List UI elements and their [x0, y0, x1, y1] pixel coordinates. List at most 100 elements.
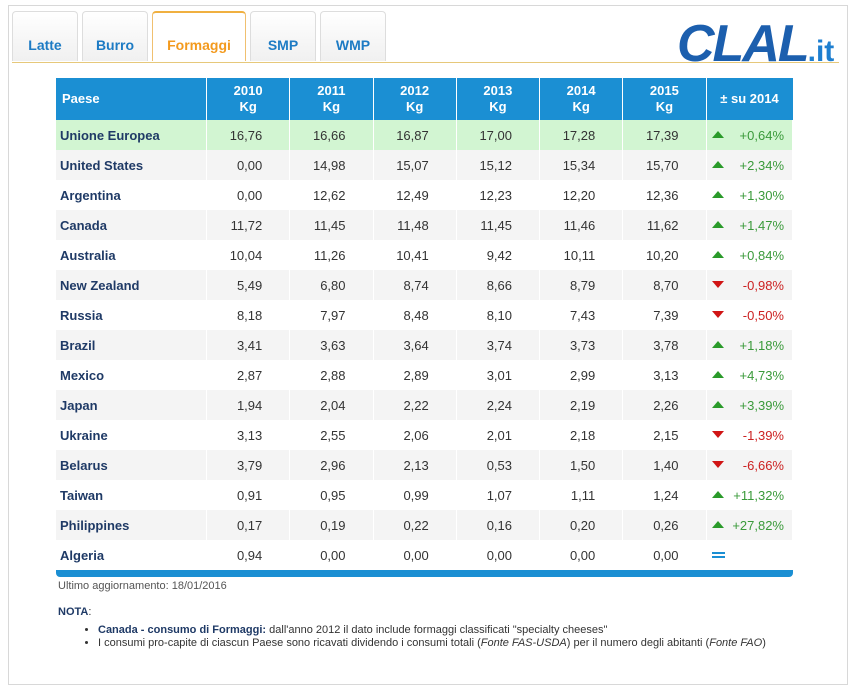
unit: Kg — [572, 99, 590, 114]
tab[interactable]: WMP — [320, 11, 386, 61]
value: 2,18 — [539, 420, 624, 450]
country: Taiwan — [56, 480, 207, 510]
value: 3,13 — [622, 360, 707, 390]
header-year: 2012 Kg — [373, 78, 457, 120]
change: +27,82% — [732, 517, 784, 533]
value: 3,63 — [289, 330, 374, 360]
value: 0,00 — [539, 540, 624, 570]
change-cell: +1,30% — [706, 180, 793, 210]
header-year: 2010 Kg — [206, 78, 291, 120]
year: 2013 — [483, 83, 513, 98]
trend-icon — [711, 131, 724, 138]
value: 10,20 — [622, 240, 707, 270]
row: Philippines 0,17 0,19 0,22 0,16 0,20 0,26 +27,8… — [56, 510, 793, 540]
tab[interactable]: SMP — [250, 11, 316, 61]
value: 0,53 — [456, 450, 541, 480]
value: 8,10 — [456, 300, 541, 330]
value: 12,36 — [622, 180, 707, 210]
row: Japan 1,94 2,04 2,22 2,24 2,19 2,26 +3,39% — [56, 390, 793, 420]
value: 10,41 — [373, 240, 457, 270]
row: Unione Europea 16,76 16,66 16,87 17,00 17,28 1… — [56, 120, 793, 150]
value: 16,66 — [289, 120, 374, 150]
value: 2,24 — [456, 390, 541, 420]
value: 1,50 — [539, 450, 624, 480]
change-cell: +0,64% — [706, 120, 793, 150]
value: 2,99 — [539, 360, 624, 390]
change-cell: -1,39% — [706, 420, 793, 450]
value: 0,19 — [289, 510, 374, 540]
country: Canada — [56, 210, 207, 240]
trend-icon — [711, 371, 724, 378]
change: +0,84% — [739, 247, 784, 263]
change: +11,32% — [733, 487, 784, 503]
value: 7,97 — [289, 300, 374, 330]
value: 15,70 — [622, 150, 707, 180]
value: 11,45 — [289, 210, 374, 240]
value: 11,72 — [206, 210, 291, 240]
change: +4,73% — [739, 367, 784, 383]
value: 2,13 — [373, 450, 457, 480]
header-year: 2011 Kg — [289, 78, 374, 120]
value: 1,40 — [622, 450, 707, 480]
value: 10,04 — [206, 240, 291, 270]
value: 0,20 — [539, 510, 624, 540]
tab[interactable]: Burro — [82, 11, 148, 61]
trend-icon — [711, 552, 725, 558]
change-cell: -0,50% — [706, 300, 793, 330]
value: 2,04 — [289, 390, 374, 420]
logo-name: CLAL — [677, 15, 810, 73]
change: +0,64% — [739, 127, 784, 143]
value: 3,79 — [206, 450, 291, 480]
country: Russia — [56, 300, 207, 330]
tab[interactable]: Latte — [12, 11, 78, 61]
value: 2,88 — [289, 360, 374, 390]
trend-icon — [711, 191, 724, 198]
trend-icon — [711, 251, 724, 258]
value: 0,91 — [206, 480, 291, 510]
change: -6,66% — [742, 457, 784, 473]
country: Philippines — [56, 510, 207, 540]
value: 5,49 — [206, 270, 291, 300]
note-colon: : — [88, 606, 92, 618]
table-bottom-bar — [56, 570, 793, 577]
change: +3,39% — [739, 397, 784, 413]
value: 15,34 — [539, 150, 624, 180]
row: Mexico 2,87 2,88 2,89 3,01 2,99 3,13 +4,73% — [56, 360, 793, 390]
change: +2,34% — [739, 157, 784, 173]
value: 1,94 — [206, 390, 291, 420]
value: 3,73 — [539, 330, 624, 360]
value: 1,24 — [622, 480, 707, 510]
row: Canada 11,72 11,45 11,48 11,45 11,46 11,62 +1,4… — [56, 210, 793, 240]
row: Russia 8,18 7,97 8,48 8,10 7,43 7,39 -0,50% — [56, 300, 793, 330]
value: 2,22 — [373, 390, 457, 420]
value: 12,49 — [373, 180, 457, 210]
value: 1,11 — [539, 480, 624, 510]
row: Ukraine 3,13 2,55 2,06 2,01 2,18 2,15 -1,39% — [56, 420, 793, 450]
change: +1,47% — [739, 217, 784, 233]
tab[interactable]: Formaggi — [152, 11, 246, 61]
value: 2,06 — [373, 420, 457, 450]
row: New Zealand 5,49 6,80 8,74 8,66 8,79 8,70 -0,98… — [56, 270, 793, 300]
tab-bar: Latte Burro Formaggi SMP WMP — [12, 11, 386, 63]
table: Paese 2010 Kg 2011 Kg 2012 Kg 2013 Kg 2014 Kg 2015 K… — [56, 78, 793, 570]
note-text: ) — [762, 637, 766, 649]
frame — [8, 5, 848, 685]
country: Belarus — [56, 450, 207, 480]
change-cell: -0,98% — [706, 270, 793, 300]
trend-icon — [711, 281, 724, 288]
row: United States 0,00 14,98 15,07 15,12 15,34 15,… — [56, 150, 793, 180]
value: 8,18 — [206, 300, 291, 330]
header-year: 2015 Kg — [622, 78, 707, 120]
value: 2,15 — [622, 420, 707, 450]
value: 0,99 — [373, 480, 457, 510]
value: 0,00 — [622, 540, 707, 570]
country: New Zealand — [56, 270, 207, 300]
value: 10,11 — [539, 240, 624, 270]
header-country: Paese — [56, 78, 207, 120]
value: 1,07 — [456, 480, 541, 510]
value: 14,98 — [289, 150, 374, 180]
value: 9,42 — [456, 240, 541, 270]
value: 3,01 — [456, 360, 541, 390]
trend-icon — [711, 341, 724, 348]
